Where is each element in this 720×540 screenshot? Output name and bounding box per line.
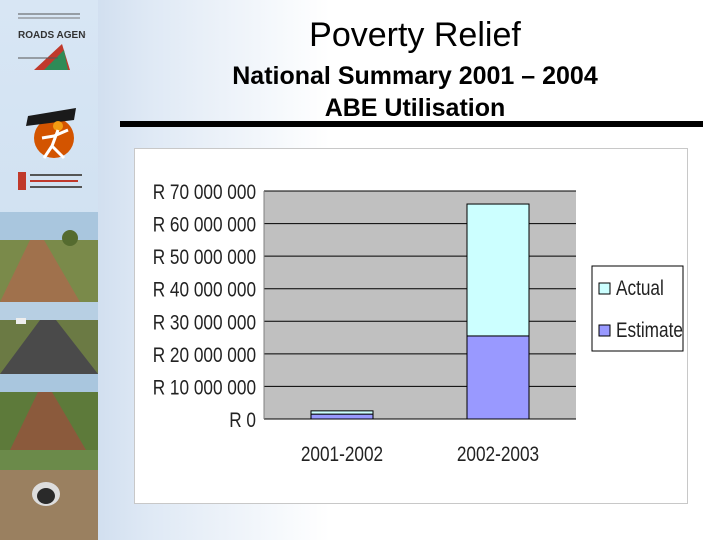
stacked-bar-chart: R 0 R 10 000 000 R 20 000 000 R 30 000 000 R… bbox=[153, 182, 684, 467]
slide-subtitle: National Summary 2001 – 2004 bbox=[232, 62, 598, 90]
culvert-photo bbox=[0, 450, 98, 540]
y-tick-label: R 10 000 000 bbox=[153, 377, 256, 400]
legend-label-actual: Actual bbox=[616, 278, 664, 301]
title-rule bbox=[120, 121, 703, 127]
gravel-road-photo bbox=[0, 212, 98, 302]
paved-road-photo bbox=[0, 302, 98, 374]
bar-estimate bbox=[310, 413, 374, 420]
legend-label-estimate: Estimate bbox=[616, 320, 683, 343]
dirt-road-photo bbox=[0, 374, 98, 450]
y-tick-label: R 20 000 000 bbox=[153, 344, 256, 367]
slide-subtitle-2: ABE Utilisation bbox=[324, 94, 506, 122]
roads-agency-text: ROADS AGENCY bbox=[18, 30, 86, 41]
epwp-logo bbox=[14, 170, 86, 192]
legend-swatch-actual bbox=[598, 282, 611, 295]
y-tick-label: R 0 bbox=[229, 410, 256, 433]
y-tick-label: R 50 000 000 bbox=[153, 247, 256, 270]
chart-frame: R 0 R 10 000 000 R 20 000 000 R 30 000 000 R… bbox=[134, 148, 688, 504]
legend-box bbox=[591, 265, 684, 352]
bar-actual bbox=[310, 410, 374, 415]
y-tick-label: R 40 000 000 bbox=[153, 279, 256, 302]
runner-logo bbox=[14, 98, 86, 174]
y-tick-label: R 30 000 000 bbox=[153, 312, 256, 335]
y-tick-label: R 60 000 000 bbox=[153, 214, 256, 237]
slide-title: Poverty Relief bbox=[309, 16, 521, 54]
legend-swatch-estimate bbox=[598, 324, 611, 337]
bar-actual bbox=[466, 203, 530, 337]
roads-agency-logo: ROADS AGENCY bbox=[14, 8, 100, 74]
x-tick-label: 2001-2002 bbox=[301, 444, 383, 467]
y-tick-label: R 70 000 000 bbox=[153, 182, 256, 205]
bar-estimate bbox=[466, 335, 530, 420]
x-tick-label: 2002-2003 bbox=[457, 444, 539, 467]
sidebar: ROADS AGENCY bbox=[0, 0, 100, 540]
